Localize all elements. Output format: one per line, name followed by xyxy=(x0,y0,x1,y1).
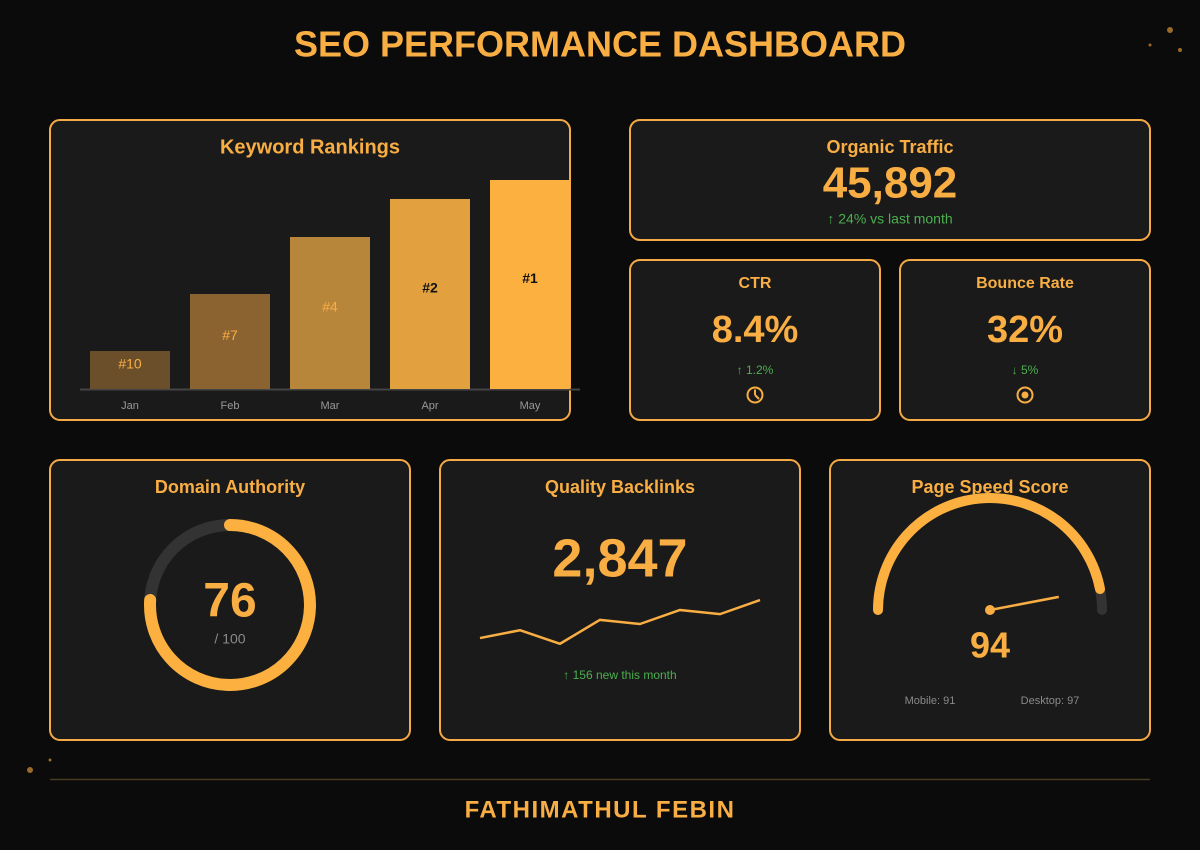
bar-label: #4 xyxy=(322,299,338,315)
bar xyxy=(390,199,470,389)
x-tick-label: Feb xyxy=(221,400,240,412)
kpi-change: ↓ 5% xyxy=(1012,363,1039,377)
traffic-panel xyxy=(629,119,1151,241)
authority-panel xyxy=(49,459,411,741)
bar-label: #10 xyxy=(118,356,142,372)
x-tick-label: May xyxy=(520,400,541,412)
ctr-icon xyxy=(746,386,764,404)
decor-dot xyxy=(1148,43,1152,47)
panel-title: Page Speed Score xyxy=(911,477,1068,497)
bar xyxy=(290,237,370,389)
kpi-value: 32% xyxy=(987,309,1063,351)
gauge-needle xyxy=(989,595,1059,612)
ring-progress xyxy=(144,519,316,691)
kpi-value: 8.4% xyxy=(712,309,799,351)
panel-title: Organic Traffic xyxy=(826,137,953,157)
kpi-change: ↑ 24% vs last month xyxy=(827,211,952,227)
speed-detail: Desktop: 97 xyxy=(1021,695,1080,707)
bar-label: #2 xyxy=(422,280,438,296)
bar-label: #1 xyxy=(522,270,538,286)
x-tick-label: Mar xyxy=(321,400,340,412)
kpi-change: ↑ 1.2% xyxy=(737,363,774,377)
footer-author: FATHIMATHUL FEBIN xyxy=(465,796,736,823)
ring-max: / 100 xyxy=(214,631,245,647)
sparkline xyxy=(479,598,761,646)
bounce-icon xyxy=(1016,386,1034,404)
bar xyxy=(190,294,270,389)
gauge-hub xyxy=(985,605,995,615)
decor-dot xyxy=(27,767,33,773)
panel-title: CTR xyxy=(739,275,772,292)
panel-title: Bounce Rate xyxy=(976,275,1074,292)
panel-title: Domain Authority xyxy=(155,477,305,497)
bar-label: #7 xyxy=(222,327,238,343)
kpi-change: ↑ 156 new this month xyxy=(563,668,676,682)
kpi-value: 2,847 xyxy=(552,528,687,588)
dashboard-title: SEO PERFORMANCE DASHBOARD xyxy=(294,24,906,65)
decor-dot xyxy=(48,758,52,762)
kpi-value: 94 xyxy=(970,625,1010,666)
decor-dot xyxy=(1167,27,1173,33)
bar xyxy=(90,351,170,389)
ctr-panel xyxy=(629,259,881,421)
speed-detail: Mobile: 91 xyxy=(905,695,956,707)
decor-dot xyxy=(1178,48,1182,52)
gauge-progress xyxy=(873,492,1106,615)
bar xyxy=(490,180,570,389)
panel-title: Keyword Rankings xyxy=(220,136,400,158)
panel-title: Quality Backlinks xyxy=(545,477,695,497)
x-tick-label: Jan xyxy=(121,400,139,412)
kpi-value: 45,892 xyxy=(823,159,958,208)
kpi-value: 76 xyxy=(203,575,256,628)
bounce-panel xyxy=(899,259,1151,421)
x-tick-label: Apr xyxy=(421,400,438,412)
backlinks-panel xyxy=(439,459,801,741)
